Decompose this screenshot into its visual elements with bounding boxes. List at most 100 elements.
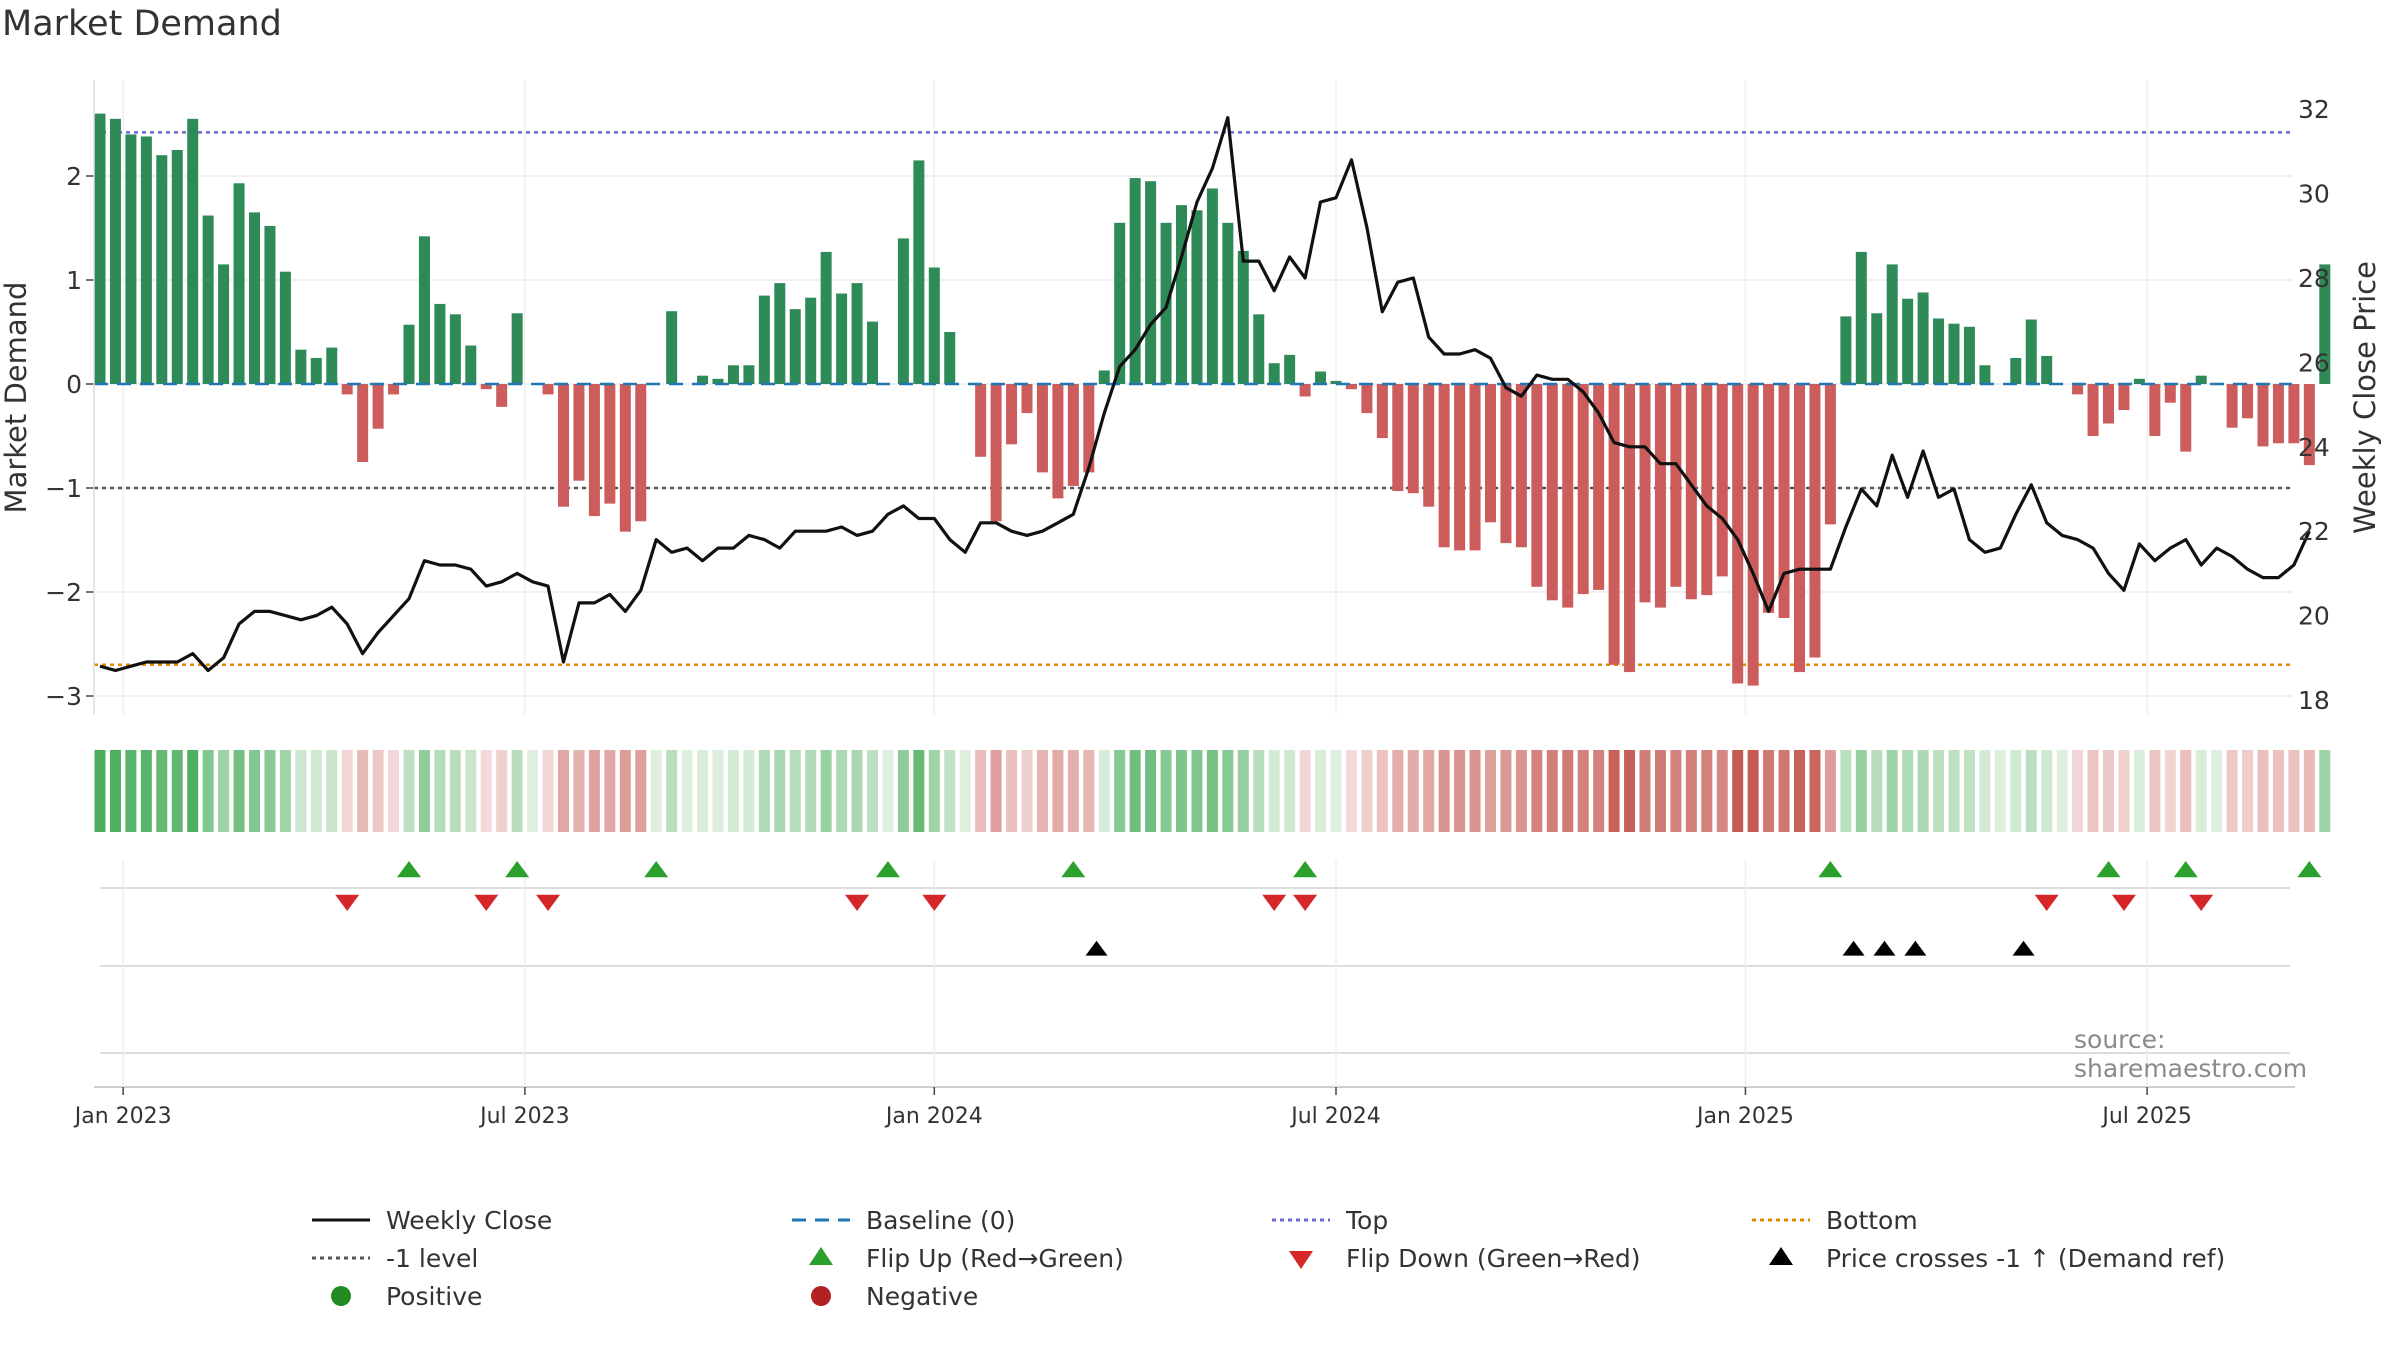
demand-bar [1067,384,1079,486]
heat-cell [1438,750,1450,832]
demand-bar [202,215,214,384]
flip-down-marker [1293,894,1318,911]
price-cross-marker [1085,940,1108,956]
heat-cell [1654,750,1666,832]
demand-bar [295,349,307,384]
demand-bar [156,155,168,384]
demand-bar [2303,384,2315,466]
heat-cell [1284,750,1296,832]
demand-bar [218,264,230,384]
heat-cell [558,750,569,832]
heat-cell [1485,750,1496,832]
demand-bar [94,113,106,384]
demand-bar [2087,384,2099,436]
heat-cell [2180,750,2192,832]
heat-cell [1067,750,1079,832]
demand-bar [511,313,523,384]
demand-bar [820,251,832,384]
heat-cell [1809,750,1821,832]
heat-cell [1299,750,1311,832]
heat-cell [1330,750,1342,832]
heat-cell [805,750,817,832]
demand-bar [1624,384,1636,673]
heat-cell [604,750,616,832]
heat-cell [882,750,894,832]
x-tick-label: Jan 2025 [1695,1104,1794,1129]
demand-bar [1732,384,1744,684]
demand-bar [1299,384,1311,397]
flip-up-marker [2096,861,2121,878]
heat-cell [1531,750,1543,832]
demand-bar [2164,384,2176,403]
source-label: source: sharemaestro.com [2074,1025,2308,1083]
heat-cell [1639,750,1651,832]
heat-cell [1562,750,1574,832]
heat-cell [403,750,415,832]
flip-up-marker [1061,861,1086,878]
demand-bar [125,134,137,384]
axes: −3 −2 −1 0 1 2 Market Demand 18 20 22 24 26 28 30 32 We… [0,80,2382,715]
y-tick-label: 1 [66,266,82,295]
heat-cell [1222,750,1234,832]
demand-bar [2041,355,2053,384]
demand-bar [1114,222,1126,384]
heat-cell [1979,750,1991,832]
x-tick-label: Jul 2024 [1289,1104,1381,1129]
demand-bar [604,384,616,504]
flip-down-marker [2189,894,2214,911]
demand-bar [418,236,430,384]
demand-bar [465,345,477,384]
demand-bar [666,311,678,384]
demand-bar [1500,384,1512,544]
demand-bar [1515,384,1527,548]
heat-cell [2211,750,2223,832]
demand-bar [1485,384,1496,523]
heat-cell [2010,750,2022,832]
heat-cell [1253,750,1265,832]
demand-bar [2257,384,2269,447]
chart-title: Market Demand [2,4,282,44]
heat-cell [1268,750,1280,832]
heat-cell [1114,750,1126,832]
y-tick-label: 0 [66,370,82,399]
heat-cell [851,750,863,832]
demand-bar [1052,384,1064,499]
heat-cell [1963,750,1975,832]
demand-bar [588,384,600,517]
heat-cell [1036,750,1048,832]
heat-cell [758,750,770,832]
demand-bar [1654,384,1666,608]
heat-cell [187,750,199,832]
demand-bar [496,384,508,407]
heat-cell [1129,750,1141,832]
demand-bar [1577,384,1589,595]
demand-bar [1006,384,1018,445]
y2-tick-label: 28 [2298,264,2330,293]
demand-bar [1284,354,1296,384]
heat-cell [990,750,1002,832]
demand-bar [480,384,492,390]
heat-cell [372,750,384,832]
heat-cell [2272,750,2284,832]
heat-cell [2242,750,2254,832]
heat-cell [2226,750,2238,832]
heat-cell [1824,750,1836,832]
flip-up-marker [2297,861,2322,878]
demand-bar [326,347,338,384]
demand-bar [542,384,554,395]
flip-down-marker [2111,894,2136,911]
heat-cell [666,750,678,832]
heat-cell [1917,750,1929,832]
demand-bar [2103,384,2114,424]
demand-bar [357,384,369,462]
heat-cell [357,750,369,832]
demand-bar [1933,318,1945,384]
demand-bar [2288,384,2300,444]
flip-up-marker [505,861,530,878]
heat-cell [1392,750,1404,832]
heat-cell [279,750,291,832]
demand-bar [388,384,400,395]
demand-bar [2226,384,2238,428]
heat-cell [1701,750,1713,832]
heat-cell [1006,750,1018,832]
